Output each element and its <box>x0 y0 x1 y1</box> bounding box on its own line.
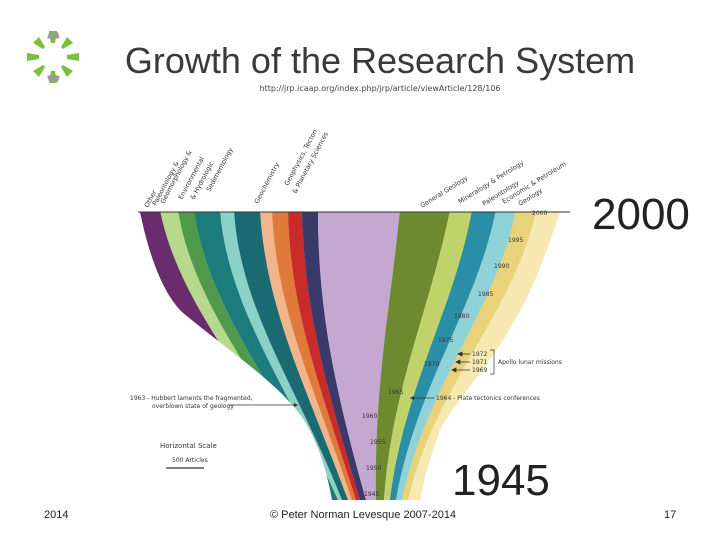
svg-text:overblown state of geology: overblown state of geology <box>152 403 234 410</box>
discipline-labels: Other Paleontology & Geomorphology & Env… <box>143 130 568 210</box>
start-year-label: 1945 <box>452 456 550 505</box>
apollo-label: Apollo lunar missions <box>498 359 562 366</box>
apollo-year: 1969 <box>472 367 487 374</box>
year-tick: 1970 <box>424 361 439 368</box>
year-tick: 1980 <box>454 313 469 320</box>
svg-text:1964 - Plate tectonics confere: 1964 - Plate tectonics conferences <box>436 395 540 402</box>
apollo-year: 1971 <box>472 359 487 366</box>
hubbert-annotation: 1963 - Hubbert laments the fragmented, o… <box>130 395 298 410</box>
scale-title: Horizontal Scale <box>160 442 217 450</box>
page-number: 17 <box>664 509 677 521</box>
year-tick: 1975 <box>438 337 453 344</box>
plate-tectonics-annotation: 1964 - Plate tectonics conferences <box>410 395 540 402</box>
year-tick: 1965 <box>388 389 403 396</box>
apollo-annotation: 1972 1971 1969 Apollo lunar missions <box>451 349 562 375</box>
end-year-label: 2000 <box>592 190 690 239</box>
year-tick: 1945 <box>364 491 379 498</box>
year-tick: 1995 <box>508 237 523 244</box>
svg-text:1963 - Hubbert laments the fra: 1963 - Hubbert laments the fragmented, <box>130 395 253 402</box>
year-tick: 1960 <box>362 413 377 420</box>
research-growth-stream-diagram: Other Paleontology & Geomorphology & Env… <box>130 130 570 500</box>
year-tick: 2000 <box>532 210 547 217</box>
discipline-label: Geochemistry <box>253 161 281 205</box>
year-tick: 1950 <box>366 465 381 472</box>
year-tick: 1955 <box>370 439 385 446</box>
source-url[interactable]: http://jrp.icaap.org/index.php/jrp/artic… <box>259 84 501 93</box>
footer-copyright: © Peter Norman Levesque 2007-2014 <box>270 509 457 521</box>
apollo-year: 1972 <box>472 351 487 358</box>
year-tick: 1990 <box>494 263 509 270</box>
slide-title: Growth of the Research System <box>124 40 636 81</box>
year-tick: 1985 <box>478 291 493 298</box>
scale-label: 500 Articles <box>172 457 208 464</box>
footer-year: 2014 <box>44 509 69 521</box>
year-ticks: 2000 1995 1990 1985 1980 1975 1970 1965 … <box>362 210 547 498</box>
organization-logo-icon <box>27 31 79 83</box>
horizontal-scale: Horizontal Scale 500 Articles <box>160 442 217 469</box>
